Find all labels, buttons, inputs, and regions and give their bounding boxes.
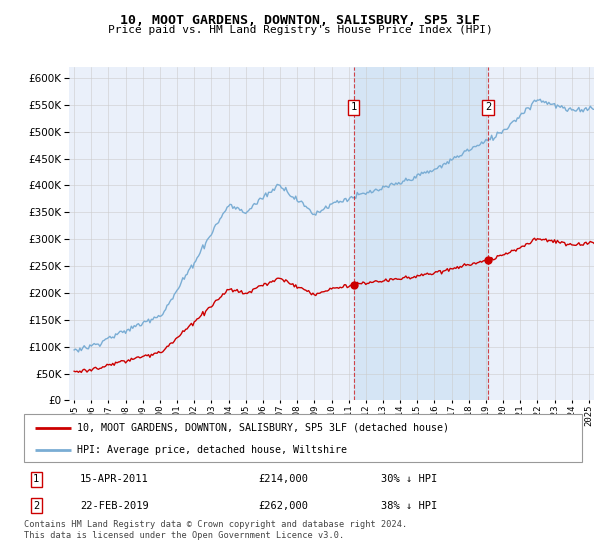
Text: £214,000: £214,000 [259, 474, 308, 484]
Text: Price paid vs. HM Land Registry's House Price Index (HPI): Price paid vs. HM Land Registry's House … [107, 25, 493, 35]
Text: 10, MOOT GARDENS, DOWNTON, SALISBURY, SP5 3LF (detached house): 10, MOOT GARDENS, DOWNTON, SALISBURY, SP… [77, 423, 449, 433]
Text: £262,000: £262,000 [259, 501, 308, 511]
Text: 15-APR-2011: 15-APR-2011 [80, 474, 149, 484]
Bar [353, 67, 488, 400]
Text: 10, MOOT GARDENS, DOWNTON, SALISBURY, SP5 3LF: 10, MOOT GARDENS, DOWNTON, SALISBURY, SP… [120, 14, 480, 27]
Text: Contains HM Land Registry data © Crown copyright and database right 2024.
This d: Contains HM Land Registry data © Crown c… [24, 520, 407, 540]
Text: 2: 2 [33, 501, 40, 511]
Text: HPI: Average price, detached house, Wiltshire: HPI: Average price, detached house, Wilt… [77, 445, 347, 455]
Text: 2: 2 [485, 102, 491, 112]
Text: 1: 1 [33, 474, 40, 484]
FancyBboxPatch shape [24, 414, 582, 462]
Text: 38% ↓ HPI: 38% ↓ HPI [381, 501, 437, 511]
Text: 1: 1 [350, 102, 357, 112]
Text: 22-FEB-2019: 22-FEB-2019 [80, 501, 149, 511]
Text: 30% ↓ HPI: 30% ↓ HPI [381, 474, 437, 484]
